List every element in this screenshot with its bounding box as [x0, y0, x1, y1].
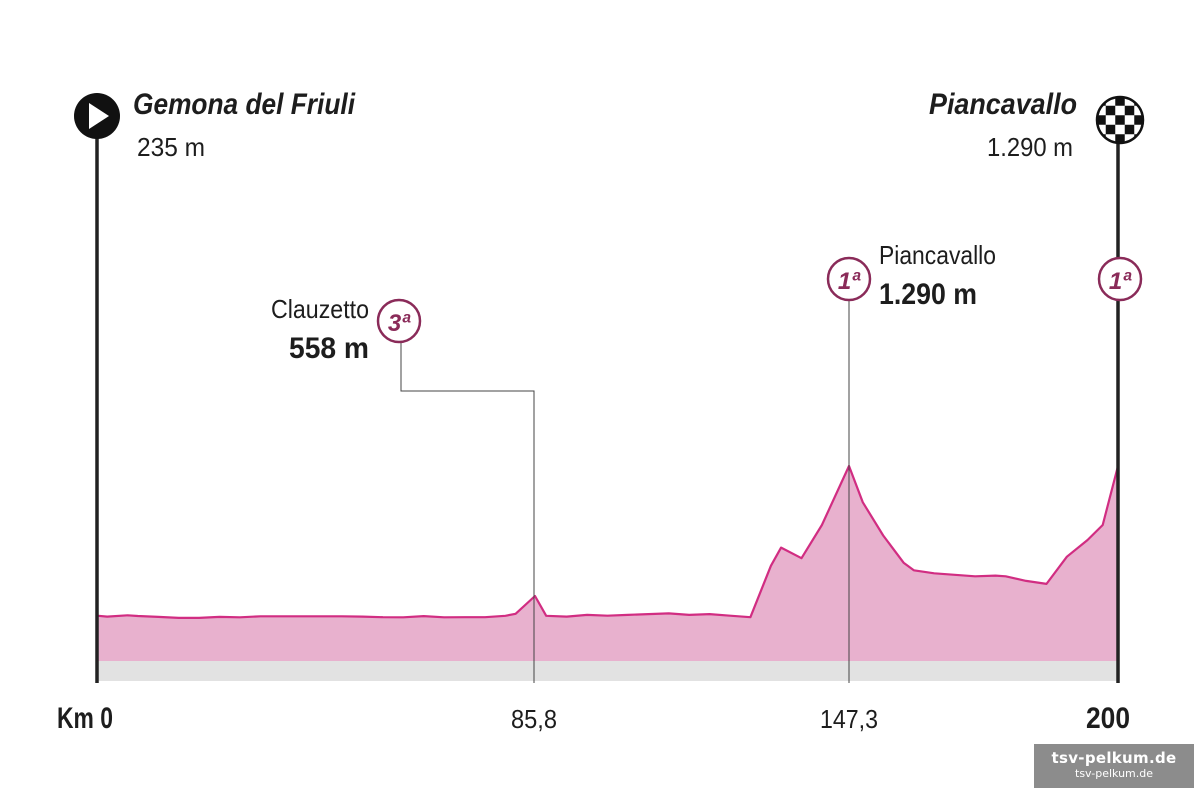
- checker-square: [1134, 115, 1143, 125]
- checker-square: [1124, 105, 1135, 116]
- svg-text:1ª: 1ª: [838, 268, 861, 295]
- x-tick-label-85-8: 85,8: [511, 704, 557, 734]
- finish-town-name: Piancavallo: [929, 88, 1077, 121]
- svg-text:3ª: 3ª: [388, 310, 411, 337]
- climb-elevation-clauzetto: 558 m: [289, 332, 369, 365]
- checker-square: [1105, 124, 1116, 135]
- checker-square: [1124, 124, 1135, 135]
- finish-checkered-icon: [1095, 95, 1145, 145]
- start-flag-icon: [74, 93, 120, 139]
- climb-name-piancavallo: Piancavallo: [879, 240, 996, 270]
- watermark-line-2: tsv-pelkum.de: [1075, 767, 1153, 780]
- checker-square: [1115, 97, 1125, 106]
- climb-elevation-piancavallo: 1.290 m: [879, 278, 977, 311]
- watermark-line-1: tsv-pelkum.de: [1051, 749, 1177, 767]
- checker-square: [1105, 105, 1116, 116]
- x-tick-label-0: Km 0: [57, 702, 113, 735]
- climb-name-clauzetto: Clauzetto: [271, 294, 369, 324]
- climb-badge-piancavallo: 1ª: [826, 256, 872, 302]
- climb-leader-line-clauzetto: [400, 342, 535, 683]
- x-tick-label-200: 200: [1086, 702, 1130, 735]
- start-town-name: Gemona del Friuli: [133, 88, 356, 121]
- svg-text:1ª: 1ª: [1109, 268, 1132, 295]
- climb-badge-clauzetto: 3ª: [376, 298, 422, 344]
- elevation-area: [97, 466, 1118, 661]
- elevation-line: [96, 464, 1120, 619]
- checker-square: [1097, 115, 1106, 125]
- profile-base-band: [97, 661, 1118, 681]
- climb-badge-finish: 1ª: [1097, 256, 1143, 302]
- x-tick-label-147-3: 147,3: [820, 704, 878, 734]
- watermark: tsv-pelkum.de tsv-pelkum.de: [1034, 744, 1194, 788]
- finish-elevation: 1.290 m: [987, 132, 1073, 162]
- start-elevation: 235 m: [137, 132, 205, 162]
- checker-square: [1115, 134, 1125, 143]
- checker-square: [1115, 115, 1125, 125]
